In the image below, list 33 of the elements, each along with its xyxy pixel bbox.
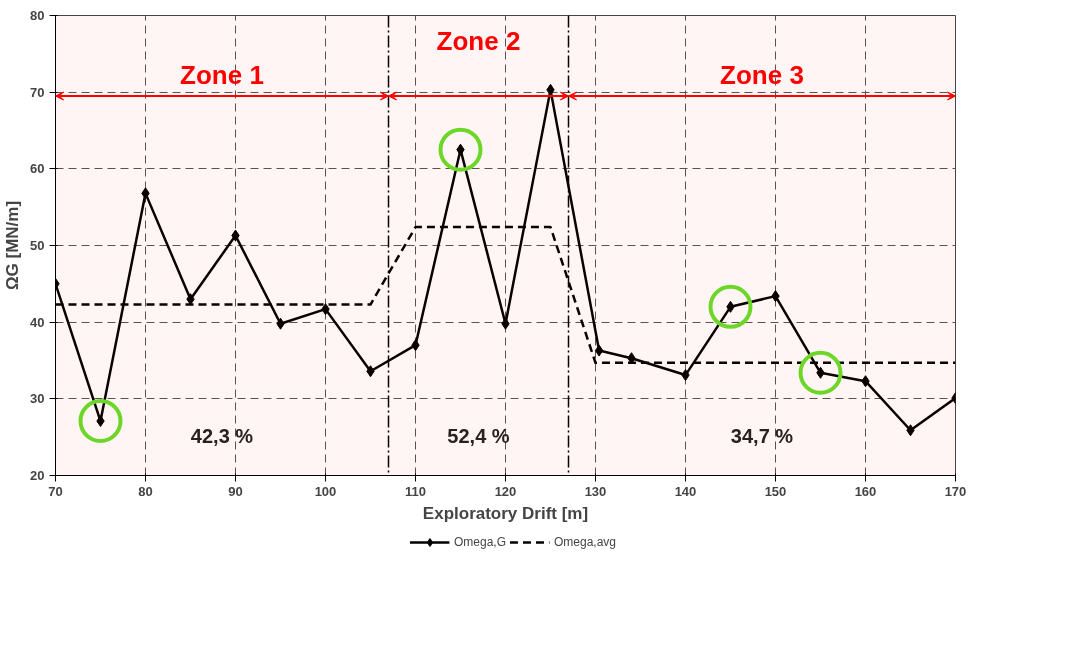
y-tick-label: 40: [30, 314, 45, 330]
x-axis-title: Exploratory Drift [m]: [422, 503, 589, 523]
band-label: Zone 3: [720, 60, 804, 91]
y-tick-label: 70: [30, 84, 45, 100]
x-tick-label: 80: [138, 483, 153, 499]
y-tick-label: 50: [30, 238, 45, 253]
y-tick-label: 60: [30, 161, 45, 177]
point: [708, 284, 753, 329]
x-tick-label: 70: [48, 483, 63, 499]
x-tick-label: 160: [854, 483, 877, 499]
annotation: 52,4 %: [447, 425, 510, 448]
y-axis-title: ΩG [MN/m]: [3, 200, 23, 291]
x-tick-label: 100: [314, 483, 337, 499]
y-tick-label: 30: [30, 391, 45, 407]
x-tick-label: 140: [674, 483, 697, 499]
point: [594, 344, 604, 357]
band-label: Zone 2: [436, 25, 521, 56]
x-tick-label: 120: [494, 483, 517, 499]
y-tick-label: 80: [30, 8, 45, 23]
band-label: Zone 1: [180, 60, 264, 91]
point: [798, 350, 843, 395]
legend-label: Omega,G: [453, 535, 506, 549]
x-tick-label: 150: [764, 483, 787, 499]
annotation: 42,3 %: [190, 425, 254, 448]
y-tick-label: 20: [30, 468, 45, 483]
annotation: 34,7 %: [730, 425, 794, 448]
x-tick-label: 170: [944, 483, 967, 499]
x-tick-label: 110: [405, 483, 426, 499]
x-tick-label: 130: [584, 483, 607, 499]
point: [438, 127, 483, 172]
legend-label: Omega,avg: [553, 535, 617, 549]
point: [78, 399, 123, 444]
x-tick-label: 90: [228, 483, 243, 499]
